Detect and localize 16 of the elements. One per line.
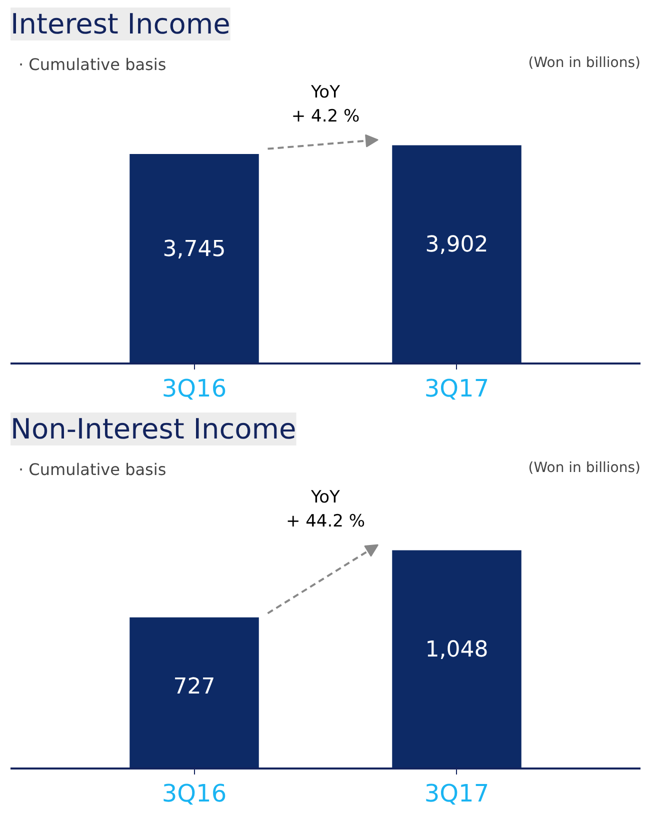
chart-title: Non-Interest Income — [10, 412, 296, 446]
x-tick-label: 3Q17 — [424, 374, 490, 402]
chart-title: Interest Income — [10, 8, 230, 40]
x-tick-label: 3Q16 — [162, 374, 227, 402]
x-tick-label: 3Q16 — [162, 780, 227, 808]
data-label: 727 — [173, 674, 216, 700]
x-tick-label: 3Q17 — [424, 780, 490, 808]
text: · Cumulative basis — [18, 460, 166, 480]
text: YoY + 44.2 % — [286, 488, 366, 532]
text: YoY + 4.2 % — [291, 82, 360, 127]
text: (Won in billions) — [528, 55, 641, 72]
data-label: 3,902 — [425, 232, 488, 258]
text: · Cumulative basis — [18, 55, 166, 74]
data-label: 3,745 — [162, 237, 226, 262]
text: (Won in billions) — [528, 460, 641, 476]
data-label: 1,048 — [425, 637, 488, 662]
